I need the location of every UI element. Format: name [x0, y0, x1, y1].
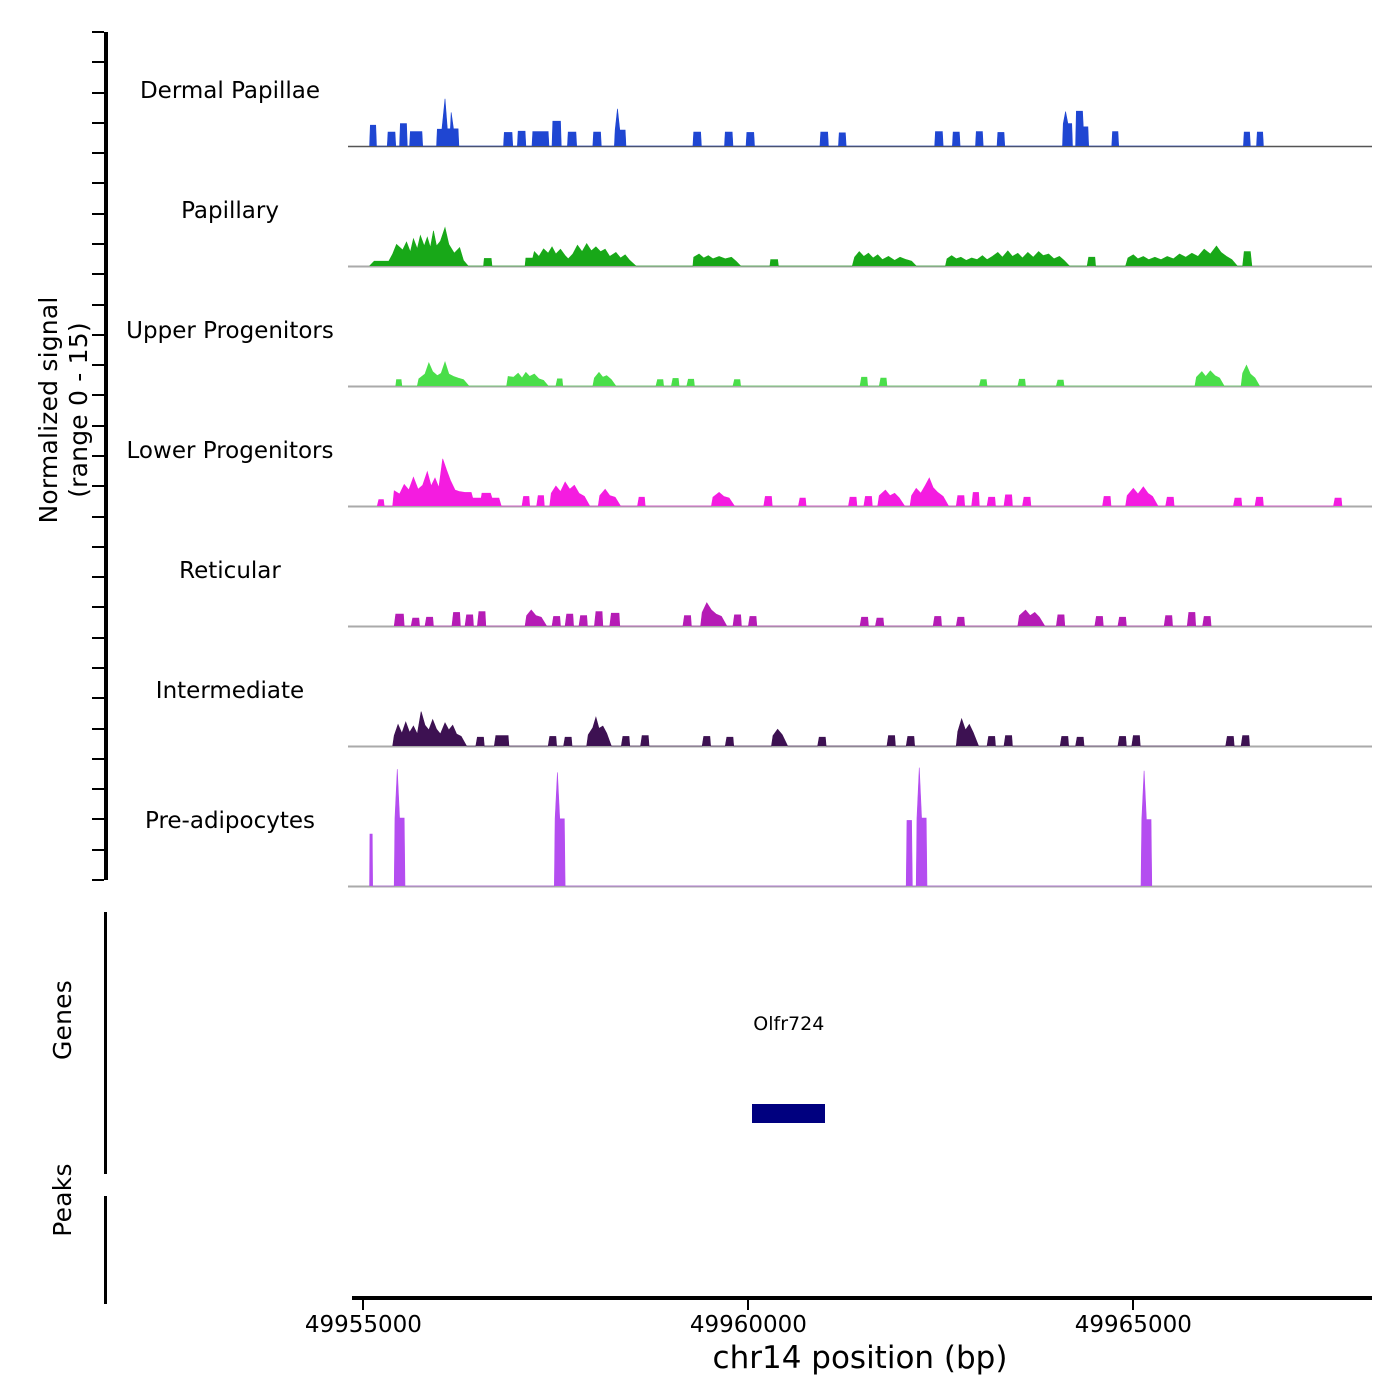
x-axis-line [352, 1296, 1372, 1300]
track-label-upper-progenitors: Upper Progenitors [126, 318, 334, 344]
signal-axis-tick [92, 273, 104, 276]
signal-track-papillary [348, 206, 1372, 269]
x-axis-tick-label: 49965000 [1074, 1312, 1192, 1338]
signal-axis-tick [92, 757, 104, 760]
signal-axis-tick [92, 818, 104, 821]
signal-axis-tick [92, 485, 104, 488]
signal-axis-tick [92, 182, 104, 185]
track-label-lower-progenitors: Lower Progenitors [126, 438, 334, 464]
x-axis-title: chr14 position (bp) [712, 1340, 1008, 1376]
signal-area [369, 767, 1153, 887]
signal-axis-tick [92, 727, 104, 730]
signal-axis-label-line1: Normalized signal [34, 296, 63, 524]
x-axis-tick [362, 1300, 365, 1310]
signal-axis-tick [92, 212, 104, 215]
signal-axis-tick [92, 61, 104, 64]
signal-axis-tick [92, 667, 104, 669]
signal-axis-tick [92, 636, 104, 639]
signal-axis-label: Normalized signal (range 0 - 15) [34, 60, 93, 760]
signal-area [393, 602, 1212, 627]
signal-axis-tick [92, 848, 104, 851]
track-label-dermal-papillae: Dermal Papillae [139, 78, 321, 104]
signal-axis-tick [92, 91, 104, 94]
signal-axis-tick [92, 333, 104, 336]
signal-axis-tick [92, 31, 104, 33]
signal-axis-tick [92, 364, 104, 367]
signal-axis-tick [92, 515, 104, 518]
signal-axis-tick [92, 576, 104, 579]
track-label-papillary: Papillary [181, 198, 279, 224]
gene-body[interactable] [752, 1104, 826, 1123]
signal-axis-tick [92, 606, 104, 609]
signal-track-dermal-papillae [348, 86, 1372, 149]
signal-area [369, 226, 1253, 267]
signal-axis-tick [92, 303, 104, 306]
signal-area [392, 711, 1250, 747]
x-axis-tick [747, 1300, 750, 1310]
peaks-axis-label: Peaks [48, 1163, 77, 1237]
signal-axis-tick [92, 243, 104, 245]
x-axis-tick [1132, 1300, 1135, 1310]
signal-axis-tick [92, 788, 104, 791]
track-label-intermediate: Intermediate [155, 678, 305, 704]
signal-axis-tick [92, 545, 104, 548]
x-axis-tick-label: 49960000 [689, 1312, 807, 1338]
signal-axis-tick [92, 152, 104, 155]
gene-label: Olfr724 [753, 1013, 825, 1035]
signal-axis-spine [104, 32, 108, 880]
signal-track-lower-progenitors [348, 446, 1372, 509]
signal-axis-tick [92, 424, 104, 427]
signal-area [395, 361, 1260, 387]
signal-axis-tick [92, 394, 104, 397]
signal-track-reticular [348, 566, 1372, 629]
genes-axis-spine [104, 912, 107, 1174]
signal-axis-tick [92, 879, 104, 881]
signal-axis-tick [92, 455, 104, 457]
signal-axis-tick [92, 697, 104, 700]
signal-axis-tick [92, 121, 104, 124]
signal-track-upper-progenitors [348, 326, 1372, 389]
signal-area [376, 458, 1343, 507]
peaks-axis-spine [104, 1196, 107, 1304]
signal-axis-label-line2: (range 0 - 15) [63, 322, 93, 498]
signal-track-pre-adipocytes [348, 766, 1372, 889]
track-label-pre-adipocytes: Pre-adipocytes [144, 808, 316, 834]
genes-axis-label: Genes [48, 980, 77, 1061]
signal-track-intermediate [348, 686, 1372, 749]
signal-area [369, 98, 1264, 147]
x-axis-tick-label: 49955000 [304, 1312, 422, 1338]
track-label-reticular: Reticular [179, 558, 281, 584]
